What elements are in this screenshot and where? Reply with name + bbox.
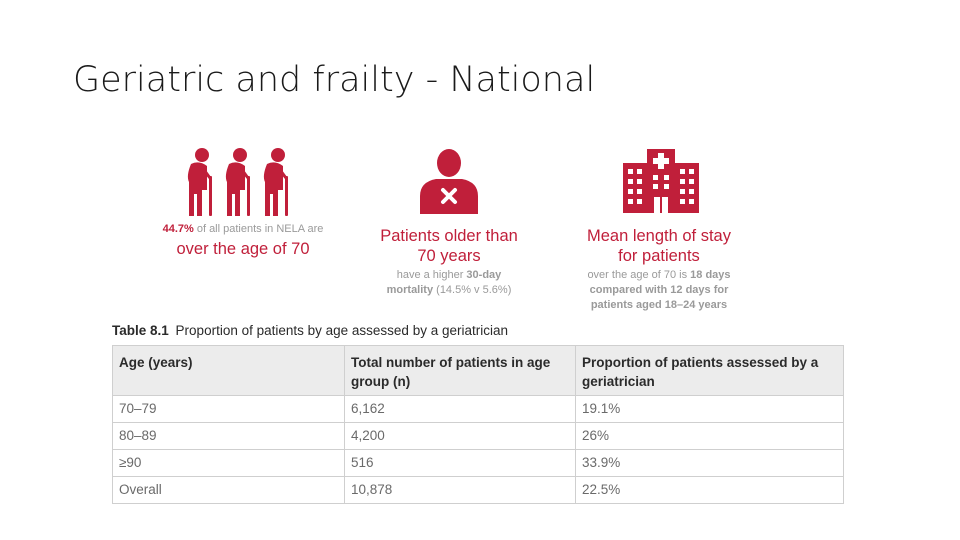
- stat-los-sub-2: compared with 12 days for: [589, 284, 729, 296]
- table-caption-number: Table 8.1: [112, 323, 169, 338]
- geriatrician-table: Age (years) Total number of patients in …: [112, 345, 844, 504]
- stat-los-sub-1: over the age of 70 is 18 days: [587, 269, 731, 281]
- stat-mortality-sub-1: have a higher 30-day: [396, 269, 502, 281]
- cell-age: 70–79: [112, 395, 345, 423]
- cell-age: Overall: [112, 476, 345, 504]
- stat-nela-headline: over the age of 70: [176, 240, 310, 258]
- stat-los-headline-2: for patients: [618, 247, 700, 265]
- stat-los-sub-3: patients aged 18–24 years: [590, 299, 728, 311]
- table-header-row: Age (years) Total number of patients in …: [112, 345, 844, 396]
- header-total: Total number of patients in age group (n…: [344, 345, 576, 396]
- cell-age: ≥90: [112, 449, 345, 477]
- stat-nela-over-70: 44.7% of all patients in NELA are over t…: [150, 222, 336, 259]
- table-row: ≥90 516 33.9%: [112, 449, 844, 477]
- slide-title: Geriatric and frailty - National: [73, 60, 596, 100]
- stat-mortality: Patients older than 70 years have a high…: [358, 226, 540, 298]
- stat-nela-line1: 44.7% of all patients in NELA are: [162, 223, 324, 235]
- elderly-people-icon: [187, 148, 288, 216]
- cell-total: 10,878: [344, 476, 576, 504]
- table-caption-text: Proportion of patients by age assessed b…: [175, 323, 508, 338]
- cell-total: 516: [344, 449, 576, 477]
- cell-total: 4,200: [344, 422, 576, 450]
- stat-mortality-sub-2: mortality (14.5% v 5.6%): [386, 284, 512, 296]
- stat-mortality-headline-1: Patients older than: [380, 227, 518, 245]
- table-row: 70–79 6,162 19.1%: [112, 395, 844, 423]
- stat-length-of-stay: Mean length of stay for patients over th…: [566, 226, 752, 313]
- table-row: Overall 10,878 22.5%: [112, 476, 844, 504]
- patient-icon: [420, 149, 478, 214]
- stat-los-headline-1: Mean length of stay: [586, 227, 731, 245]
- cell-total: 6,162: [344, 395, 576, 423]
- cell-proportion: 33.9%: [575, 449, 844, 477]
- hospital-icon: [623, 149, 699, 213]
- cell-age: 80–89: [112, 422, 345, 450]
- cell-proportion: 26%: [575, 422, 844, 450]
- table-caption: Table 8.1 Proportion of patients by age …: [112, 323, 508, 338]
- header-age: Age (years): [112, 345, 345, 396]
- cell-proportion: 19.1%: [575, 395, 844, 423]
- table-row: 80–89 4,200 26%: [112, 422, 844, 450]
- stat-mortality-headline-2: 70 years: [417, 247, 481, 265]
- header-proportion: Proportion of patients assessed by a ger…: [575, 345, 844, 396]
- cell-proportion: 22.5%: [575, 476, 844, 504]
